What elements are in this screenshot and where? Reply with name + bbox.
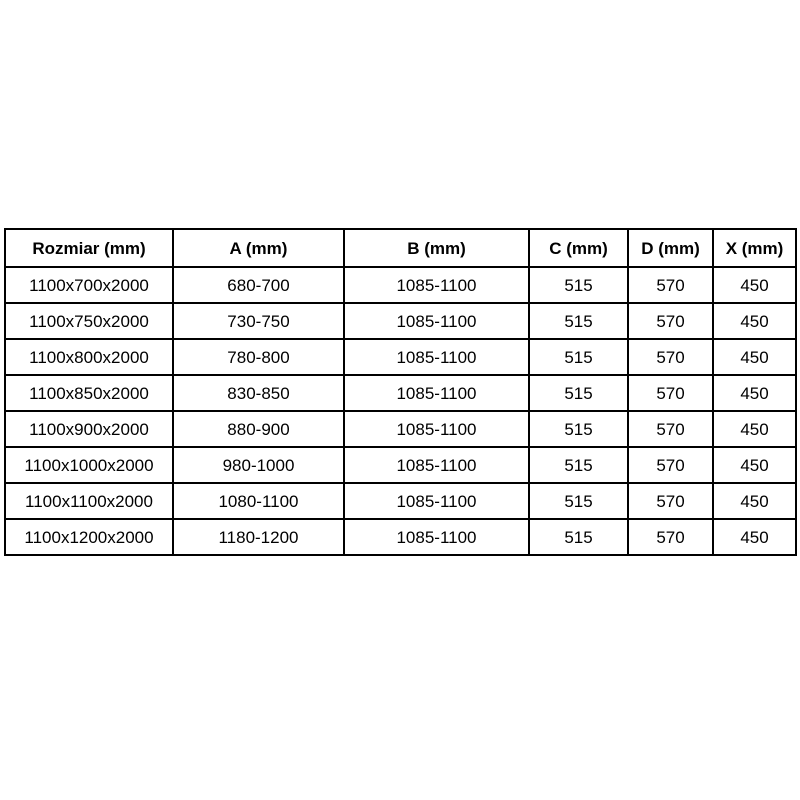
table-cell: 1080-1100	[172, 482, 345, 520]
table-cell: 730-750	[172, 302, 345, 340]
table-cell: 1180-1200	[172, 518, 345, 556]
table-cell: 570	[627, 302, 714, 340]
table-cell: 515	[528, 302, 629, 340]
table-row: 1100x800x2000 780-800 1085-1100 515 570 450	[4, 338, 797, 376]
column-header: D (mm)	[627, 228, 714, 268]
table-cell: 830-850	[172, 374, 345, 412]
table-cell: 680-700	[172, 266, 345, 304]
table-cell: 450	[712, 374, 797, 412]
table-cell: 450	[712, 446, 797, 484]
table-cell: 515	[528, 374, 629, 412]
table-cell: 570	[627, 338, 714, 376]
table-cell: 1100x1000x2000	[4, 446, 174, 484]
table-cell: 515	[528, 518, 629, 556]
table-cell: 570	[627, 266, 714, 304]
table-cell: 780-800	[172, 338, 345, 376]
table-cell: 1100x1100x2000	[4, 482, 174, 520]
table-header: Rozmiar (mm) A (mm) B (mm) C (mm) D (mm) X (m…	[4, 228, 797, 268]
column-header: B (mm)	[343, 228, 530, 268]
table-cell: 515	[528, 482, 629, 520]
column-header: C (mm)	[528, 228, 629, 268]
table-cell: 570	[627, 482, 714, 520]
header-row: Rozmiar (mm) A (mm) B (mm) C (mm) D (mm) X (m…	[4, 228, 797, 268]
table-row: 1100x1000x2000 980-1000 1085-1100 515 570 450	[4, 446, 797, 484]
table-cell: 1085-1100	[343, 374, 530, 412]
table-cell: 1085-1100	[343, 410, 530, 448]
table-body: 1100x700x2000 680-700 1085-1100 515 570 450 11…	[4, 266, 797, 556]
column-header: X (mm)	[712, 228, 797, 268]
table-cell: 450	[712, 482, 797, 520]
table-cell: 1100x850x2000	[4, 374, 174, 412]
table-cell: 570	[627, 374, 714, 412]
column-header: Rozmiar (mm)	[4, 228, 174, 268]
table-row: 1100x1100x2000 1080-1100 1085-1100 515 570 45…	[4, 482, 797, 520]
table-row: 1100x1200x2000 1180-1200 1085-1100 515 570 45…	[4, 518, 797, 556]
table-cell: 1100x1200x2000	[4, 518, 174, 556]
table-row: 1100x750x2000 730-750 1085-1100 515 570 450	[4, 302, 797, 340]
table-cell: 1100x900x2000	[4, 410, 174, 448]
table-cell: 515	[528, 338, 629, 376]
table-cell: 450	[712, 266, 797, 304]
size-specifications-table: Rozmiar (mm) A (mm) B (mm) C (mm) D (mm) X (m…	[4, 228, 797, 556]
table-cell: 570	[627, 518, 714, 556]
table-row: 1100x700x2000 680-700 1085-1100 515 570 450	[4, 266, 797, 304]
table-cell: 515	[528, 266, 629, 304]
table-cell: 450	[712, 338, 797, 376]
table-cell: 1100x800x2000	[4, 338, 174, 376]
table-cell: 880-900	[172, 410, 345, 448]
table-cell: 515	[528, 446, 629, 484]
table-cell: 1085-1100	[343, 338, 530, 376]
column-header: A (mm)	[172, 228, 345, 268]
table-cell: 1100x750x2000	[4, 302, 174, 340]
table-cell: 1085-1100	[343, 482, 530, 520]
table-cell: 1085-1100	[343, 518, 530, 556]
table-cell: 450	[712, 518, 797, 556]
table-row: 1100x850x2000 830-850 1085-1100 515 570 450	[4, 374, 797, 412]
table-cell: 1085-1100	[343, 266, 530, 304]
table-cell: 1085-1100	[343, 302, 530, 340]
table-cell: 1085-1100	[343, 446, 530, 484]
table-row: 1100x900x2000 880-900 1085-1100 515 570 450	[4, 410, 797, 448]
table-cell: 980-1000	[172, 446, 345, 484]
table-cell: 515	[528, 410, 629, 448]
table-cell: 1100x700x2000	[4, 266, 174, 304]
table-cell: 450	[712, 302, 797, 340]
table-cell: 570	[627, 410, 714, 448]
table-cell: 450	[712, 410, 797, 448]
table-cell: 570	[627, 446, 714, 484]
